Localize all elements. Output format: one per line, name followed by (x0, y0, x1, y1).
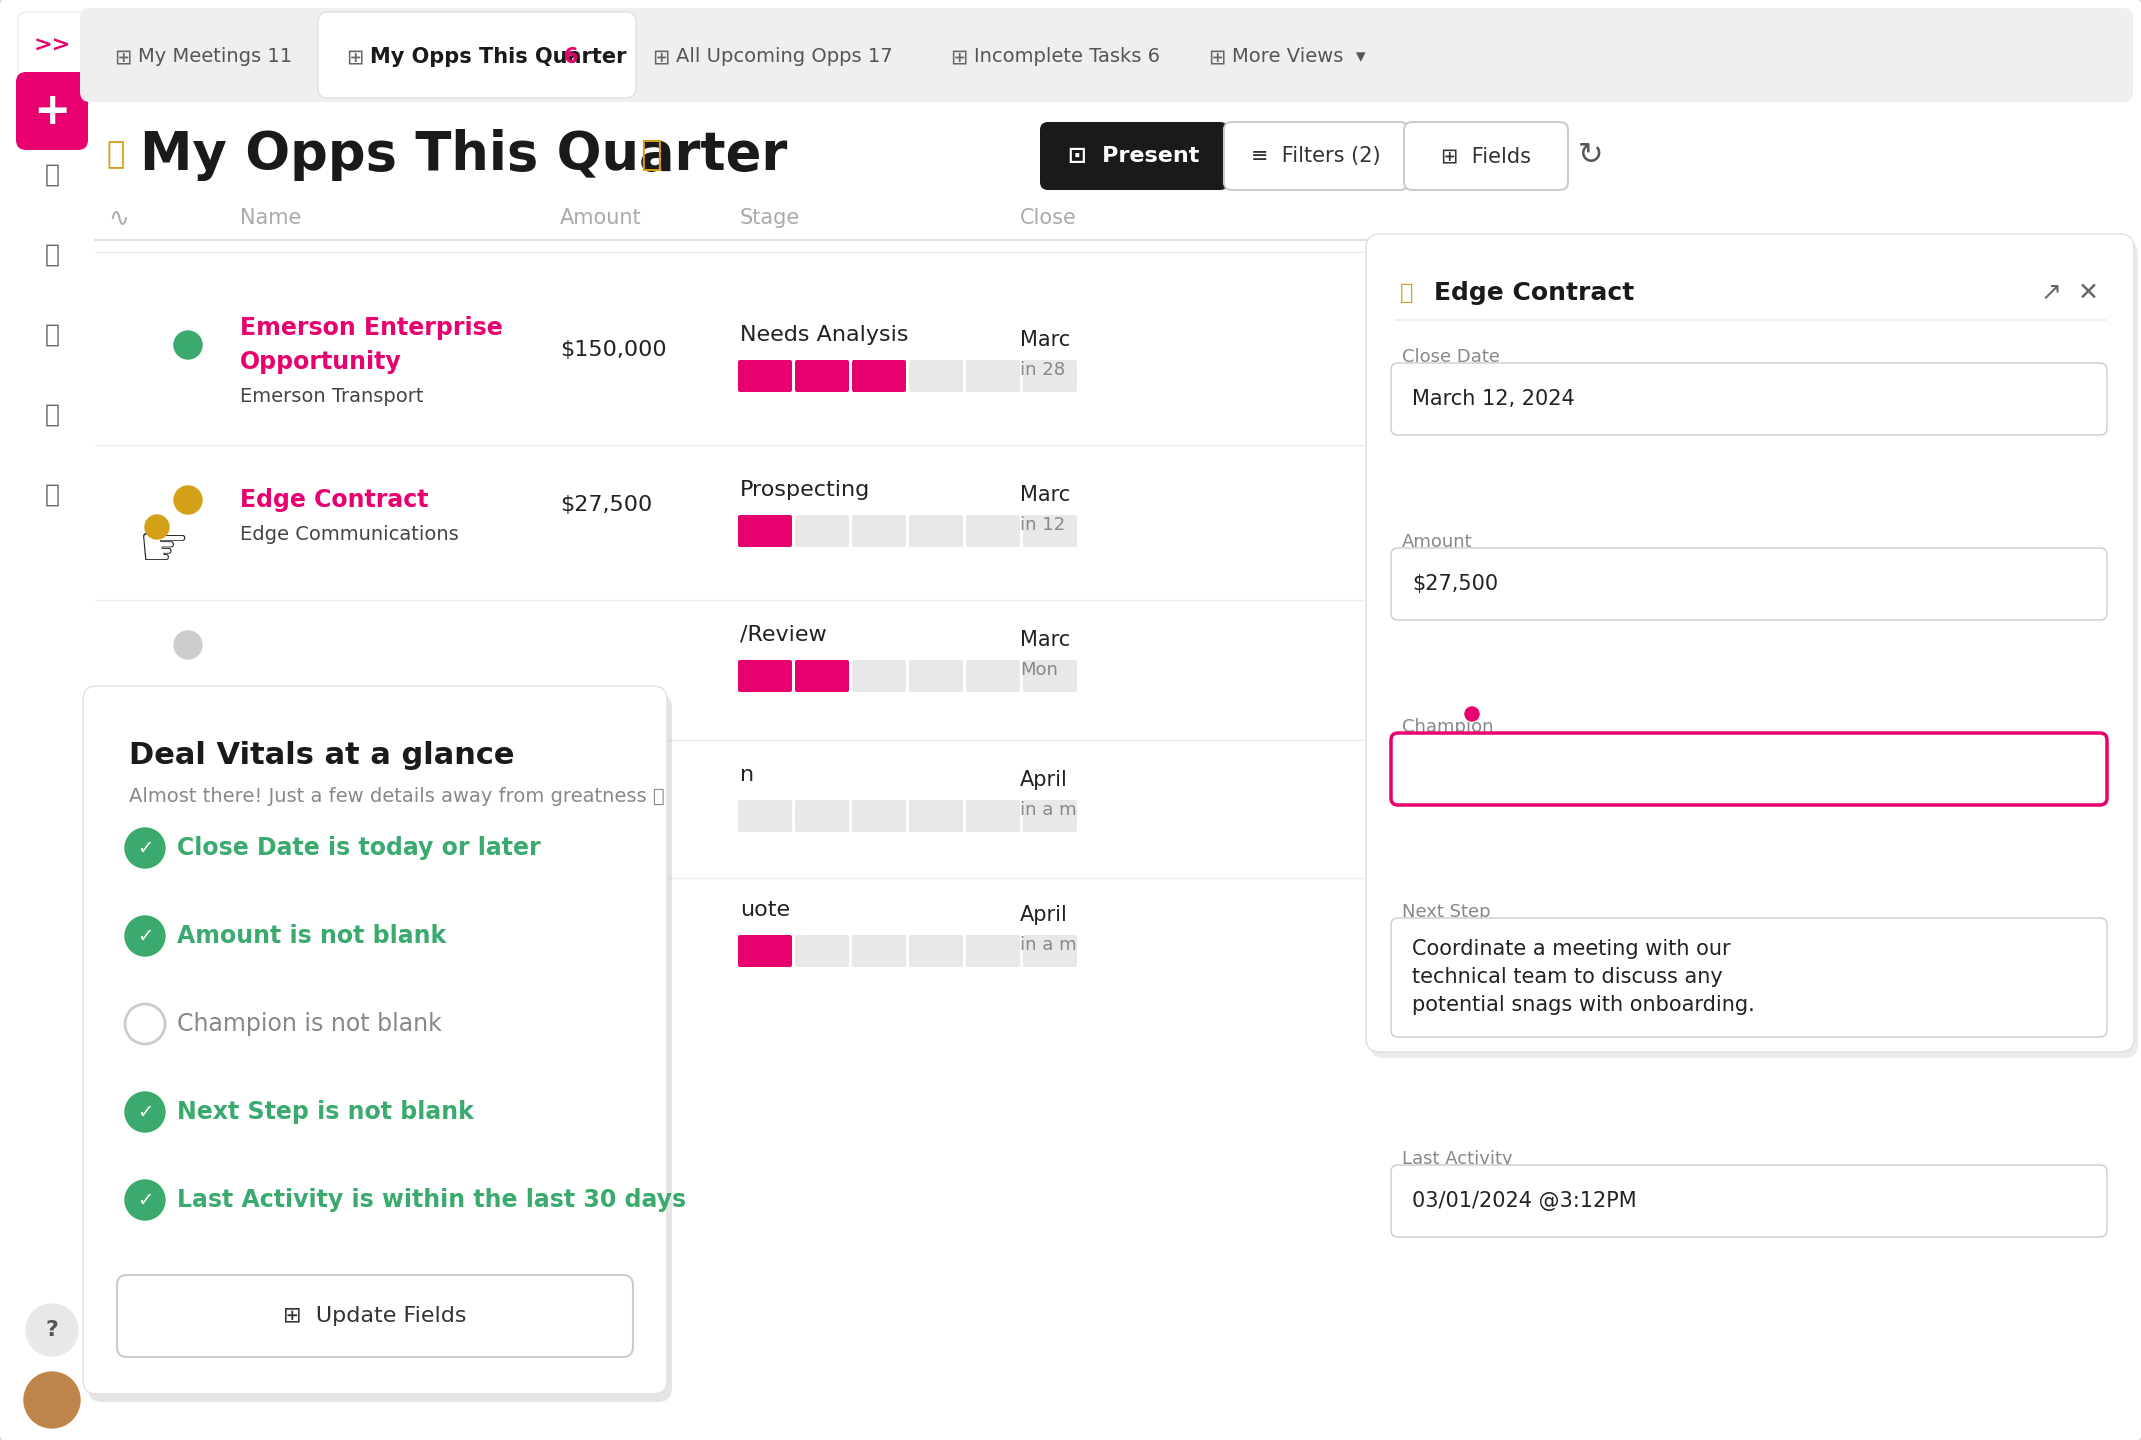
Text: uote: uote (741, 900, 790, 920)
Text: Edge Contract: Edge Contract (240, 488, 428, 513)
Text: ✓: ✓ (137, 1103, 154, 1122)
Text: March 12, 2024: March 12, 2024 (1413, 389, 1576, 409)
Text: Opportunity: Opportunity (240, 350, 403, 374)
FancyBboxPatch shape (1366, 233, 2135, 1053)
Text: 📄: 📄 (45, 323, 60, 347)
Text: Deal Vitals at a glance: Deal Vitals at a glance (128, 740, 514, 769)
Text: ≡  Filters (2): ≡ Filters (2) (1250, 145, 1381, 166)
Text: $150,000: $150,000 (561, 340, 666, 360)
Text: Champion: Champion (1402, 719, 1494, 736)
FancyBboxPatch shape (17, 12, 86, 81)
Circle shape (173, 631, 201, 660)
FancyBboxPatch shape (1041, 122, 1229, 190)
FancyBboxPatch shape (910, 935, 963, 968)
FancyBboxPatch shape (794, 801, 850, 832)
Text: My Opps This Quarter: My Opps This Quarter (139, 130, 788, 181)
Text: ✓: ✓ (137, 1191, 154, 1210)
Text: ⊞: ⊞ (347, 48, 364, 68)
Text: ⭐: ⭐ (640, 138, 662, 171)
Text: Next Step is not blank: Next Step is not blank (178, 1100, 473, 1125)
Text: Close Date: Close Date (1402, 348, 1501, 366)
FancyBboxPatch shape (910, 660, 963, 693)
Circle shape (24, 1372, 79, 1428)
Text: ∿: ∿ (107, 206, 128, 230)
Text: ⊞: ⊞ (951, 48, 968, 68)
FancyBboxPatch shape (794, 360, 850, 392)
Text: Name: Name (240, 207, 302, 228)
FancyBboxPatch shape (739, 801, 792, 832)
Text: My Opps This Quarter: My Opps This Quarter (370, 48, 634, 68)
Text: Marc: Marc (1019, 631, 1070, 649)
Text: $27,500: $27,500 (561, 495, 653, 516)
FancyBboxPatch shape (1392, 363, 2107, 435)
FancyBboxPatch shape (966, 801, 1019, 832)
Text: /Review: /Review (741, 625, 826, 645)
Text: ✓: ✓ (137, 926, 154, 946)
FancyBboxPatch shape (1023, 801, 1077, 832)
Text: Edge Contract: Edge Contract (1434, 281, 1634, 305)
FancyBboxPatch shape (910, 360, 963, 392)
Text: ✓: ✓ (137, 838, 154, 857)
FancyBboxPatch shape (794, 935, 850, 968)
Text: Almost there! Just a few details away from greatness 👆: Almost there! Just a few details away fr… (128, 786, 664, 805)
FancyBboxPatch shape (794, 660, 850, 693)
Text: Close: Close (1019, 207, 1077, 228)
Text: 📅: 📅 (45, 243, 60, 266)
Text: ?: ? (45, 1320, 58, 1341)
Text: 🔔: 🔔 (45, 482, 60, 507)
Text: Champion is not blank: Champion is not blank (178, 1012, 441, 1035)
Text: +: + (34, 89, 71, 132)
Text: Mon: Mon (1019, 661, 1058, 680)
FancyBboxPatch shape (79, 9, 2132, 102)
Text: in 28: in 28 (1019, 361, 1064, 379)
Text: More Views  ▾: More Views ▾ (1231, 48, 1366, 66)
Text: Marc: Marc (1019, 330, 1070, 350)
FancyBboxPatch shape (852, 801, 906, 832)
Text: ⊞  Fields: ⊞ Fields (1441, 145, 1531, 166)
FancyBboxPatch shape (1404, 122, 1567, 190)
FancyBboxPatch shape (1392, 549, 2107, 621)
Text: ⊞  Update Fields: ⊞ Update Fields (283, 1306, 467, 1326)
Circle shape (124, 1092, 165, 1132)
Text: ⊞: ⊞ (1208, 48, 1225, 68)
Text: ↗: ↗ (2040, 281, 2062, 305)
Text: Stage: Stage (741, 207, 801, 228)
Text: Coordinate a meeting with our
technical team to discuss any
potential snags with: Coordinate a meeting with our technical … (1413, 939, 1756, 1015)
Circle shape (173, 770, 201, 799)
FancyBboxPatch shape (966, 935, 1019, 968)
Text: Next Step: Next Step (1402, 903, 1490, 922)
FancyBboxPatch shape (1023, 360, 1077, 392)
FancyBboxPatch shape (118, 1274, 634, 1356)
Text: $27,500: $27,500 (1413, 575, 1499, 593)
FancyBboxPatch shape (1225, 122, 1409, 190)
Circle shape (124, 916, 165, 956)
Text: ✕: ✕ (2079, 281, 2098, 305)
Text: 🗂: 🗂 (45, 403, 60, 428)
Text: 03/01/2024 @3:12PM: 03/01/2024 @3:12PM (1413, 1191, 1636, 1211)
Circle shape (173, 906, 201, 935)
Text: n: n (741, 765, 754, 785)
Text: Amount: Amount (561, 207, 642, 228)
Text: in a m: in a m (1019, 936, 1077, 953)
Text: April: April (1019, 770, 1068, 791)
Text: 👑: 👑 (107, 141, 124, 170)
FancyBboxPatch shape (910, 801, 963, 832)
Text: ☞: ☞ (137, 521, 191, 579)
FancyBboxPatch shape (966, 360, 1019, 392)
Circle shape (173, 331, 201, 359)
Text: Last Activity: Last Activity (1402, 1151, 1514, 1168)
FancyBboxPatch shape (794, 516, 850, 547)
Text: in a m: in a m (1019, 801, 1077, 819)
Text: Emerson Transport: Emerson Transport (240, 386, 424, 406)
FancyBboxPatch shape (739, 360, 792, 392)
Text: in 12: in 12 (1019, 516, 1064, 534)
Text: 👑: 👑 (1400, 284, 1413, 302)
FancyBboxPatch shape (15, 72, 88, 150)
Text: Emerson Enterprise: Emerson Enterprise (240, 315, 503, 340)
Circle shape (173, 487, 201, 514)
FancyBboxPatch shape (852, 360, 906, 392)
Text: ↻: ↻ (1578, 141, 1604, 170)
FancyBboxPatch shape (1392, 733, 2107, 805)
Text: Needs Analysis: Needs Analysis (741, 325, 908, 346)
